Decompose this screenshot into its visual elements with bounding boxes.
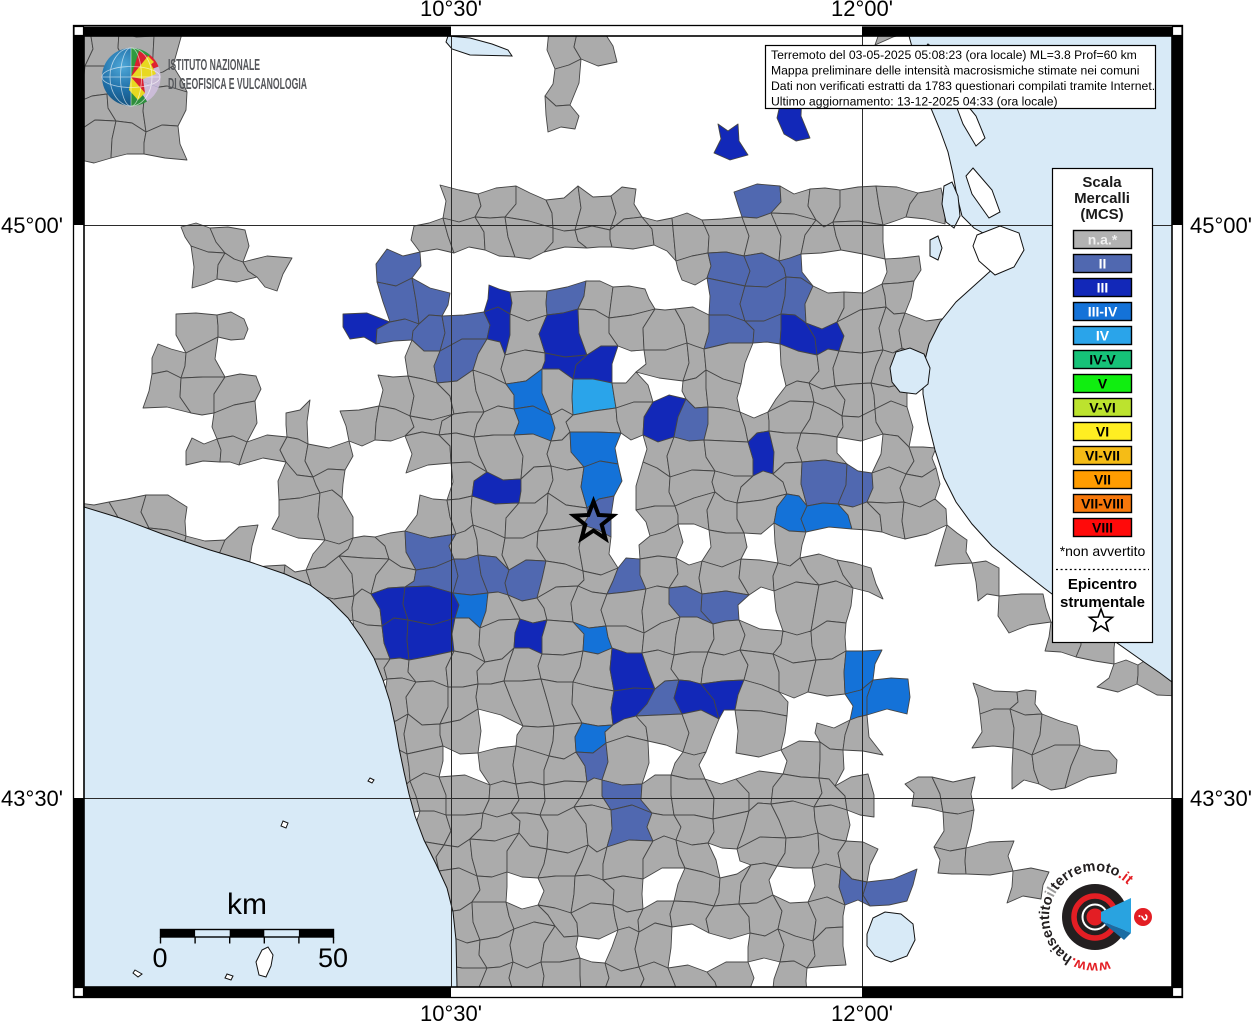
svg-text:VI: VI [1096, 424, 1109, 440]
svg-text:VI-VII: VI-VII [1085, 448, 1120, 464]
svg-text:Scala: Scala [1082, 174, 1122, 191]
svg-text:III: III [1097, 280, 1109, 296]
svg-text:12°00': 12°00' [831, 0, 893, 21]
svg-text:IV-V: IV-V [1089, 352, 1116, 368]
svg-text:0: 0 [152, 943, 167, 973]
svg-text:V: V [1098, 376, 1108, 392]
svg-text:43°30': 43°30' [1190, 786, 1252, 811]
svg-text:Epicentro: Epicentro [1068, 576, 1137, 593]
svg-text:Mappa preliminare delle intens: Mappa preliminare delle intensità macros… [771, 64, 1140, 78]
svg-text:(MCS): (MCS) [1080, 206, 1123, 223]
svg-text:VII: VII [1094, 472, 1111, 488]
svg-text:VIII: VIII [1092, 520, 1113, 536]
svg-text:strumentale: strumentale [1060, 594, 1145, 611]
svg-text:km: km [227, 888, 267, 921]
svg-text:?: ? [1135, 912, 1151, 922]
svg-text:ISTITUTO NAZIONALE: ISTITUTO NAZIONALE [168, 57, 260, 74]
svg-text:10°30': 10°30' [420, 1001, 482, 1024]
svg-text:n.a.*: n.a.* [1088, 232, 1118, 248]
svg-text:12°00': 12°00' [831, 1001, 893, 1024]
svg-text:Ultimo aggiornamento: 13-12-20: Ultimo aggiornamento: 13-12-2025 04:33 (… [771, 95, 1058, 109]
svg-text:II: II [1099, 256, 1107, 272]
svg-text:IV: IV [1096, 328, 1110, 344]
svg-text:III-IV: III-IV [1088, 304, 1118, 320]
svg-text:50: 50 [318, 943, 348, 973]
svg-text:Mercalli: Mercalli [1074, 190, 1130, 207]
svg-text:VII-VIII: VII-VIII [1081, 496, 1124, 512]
svg-text:10°30': 10°30' [420, 0, 482, 21]
svg-text:*non avvertito: *non avvertito [1060, 543, 1146, 559]
svg-text:V-VI: V-VI [1089, 400, 1115, 416]
svg-text:Terremoto del 03-05-2025 05:08: Terremoto del 03-05-2025 05:08:23 (ora l… [771, 48, 1137, 62]
svg-text:45°00': 45°00' [1190, 213, 1252, 238]
svg-text:DI GEOFISICA E VULCANOLOGIA: DI GEOFISICA E VULCANOLOGIA [168, 76, 307, 93]
svg-text:43°30': 43°30' [1, 786, 63, 811]
svg-text:45°00': 45°00' [1, 213, 63, 238]
svg-text:Dati non verificati estratti d: Dati non verificati estratti da 1783 que… [771, 79, 1155, 93]
